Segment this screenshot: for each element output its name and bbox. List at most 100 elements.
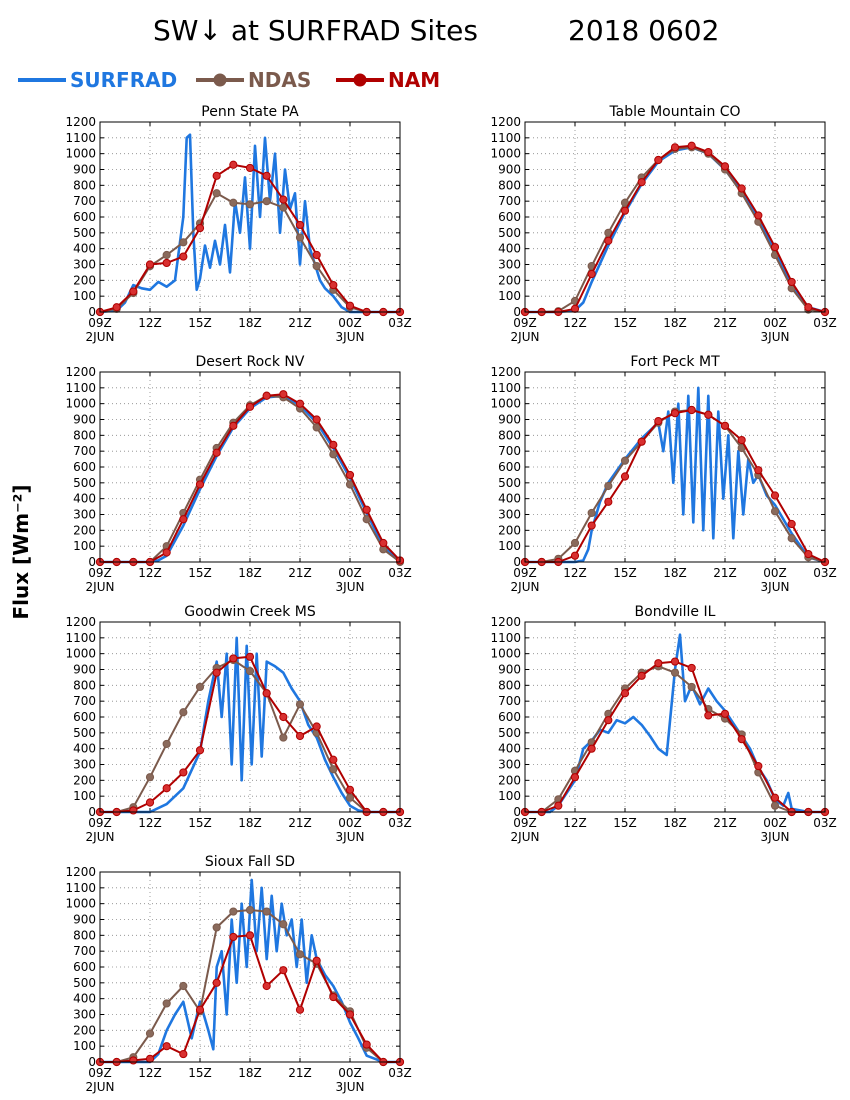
data-point-nam xyxy=(145,1054,155,1063)
data-point-ndas xyxy=(687,682,696,692)
figure-date: 2018 0602 xyxy=(568,14,719,47)
data-point-nam xyxy=(279,195,288,204)
data-point-nam xyxy=(212,448,221,457)
data-point-nam xyxy=(279,390,288,399)
data-point-nam xyxy=(245,163,255,173)
legend-label: NDAS xyxy=(248,68,311,92)
data-point-nam xyxy=(587,744,596,753)
panel-title: Bondville IL xyxy=(635,604,716,620)
plot-frame xyxy=(524,121,826,313)
data-point-nam xyxy=(162,548,171,557)
data-point-nam xyxy=(604,497,613,506)
data-point-nam xyxy=(620,689,630,698)
panel-title: Fort Peck MT xyxy=(630,354,720,370)
x-tick-label: 15Z xyxy=(188,1066,212,1080)
x-tick-label: 21Z xyxy=(713,816,737,830)
y-tick-label: 500 xyxy=(498,476,521,490)
data-point-ndas xyxy=(770,507,780,516)
data-point-ndas xyxy=(295,950,305,959)
data-point-nam xyxy=(737,184,746,193)
x-tick-label: 12Z xyxy=(138,566,162,580)
data-point-nam xyxy=(704,147,713,157)
y-tick-label: 1200 xyxy=(490,615,521,629)
data-point-ndas xyxy=(312,261,321,271)
data-point-nam xyxy=(262,981,271,991)
panel-title: Sioux Fall SD xyxy=(205,854,295,870)
data-point-nam xyxy=(329,440,338,449)
x-tick-label: 18Z xyxy=(238,816,262,830)
x-tick-label: 12Z xyxy=(138,316,162,330)
panel-desert-rock-nv: Desert Rock NV01002003004005006007008009… xyxy=(65,354,411,594)
y-tick-label: 600 xyxy=(73,460,96,474)
y-tick-label: 500 xyxy=(498,726,521,740)
data-point-nam xyxy=(737,435,746,445)
data-point-nam xyxy=(379,538,388,548)
data-point-nam xyxy=(604,236,613,245)
data-point-nam xyxy=(245,402,255,411)
data-point-ndas xyxy=(262,197,271,206)
data-point-nam xyxy=(229,932,238,942)
y-tick-label: 900 xyxy=(73,163,96,177)
x-tick-label: 09Z xyxy=(88,316,112,330)
y-tick-label: 700 xyxy=(498,444,521,458)
data-point-nam xyxy=(754,211,763,220)
series-line-surfrad xyxy=(525,146,826,314)
plot-frame xyxy=(99,871,401,1063)
x-tick-label: 03Z xyxy=(388,1066,412,1080)
y-tick-label: 600 xyxy=(73,960,96,974)
data-point-nam xyxy=(195,746,205,755)
x-tick-label: 09Z xyxy=(88,566,112,580)
x-tick-label: 03Z xyxy=(388,316,412,330)
y-tick-label: 900 xyxy=(498,413,521,427)
legend-marker xyxy=(353,73,367,87)
y-tick-label: 200 xyxy=(498,273,521,287)
y-tick-label: 200 xyxy=(73,773,96,787)
y-tick-label: 800 xyxy=(73,428,96,442)
data-point-nam xyxy=(804,303,813,312)
data-point-nam xyxy=(279,966,288,975)
x-tick-label: 03Z xyxy=(813,816,837,830)
x-tick-sublabel: 3JUN xyxy=(336,580,365,594)
data-point-nam xyxy=(570,773,580,782)
data-point-nam xyxy=(654,155,663,165)
x-tick-sublabel: 3JUN xyxy=(336,330,365,344)
y-tick-label: 300 xyxy=(498,508,521,522)
data-point-nam xyxy=(704,410,713,419)
y-tick-label: 900 xyxy=(498,163,521,177)
y-tick-label: 800 xyxy=(498,178,521,192)
data-point-nam xyxy=(570,551,580,560)
plot-frame xyxy=(99,621,401,813)
data-point-nam xyxy=(245,931,255,940)
x-tick-label: 15Z xyxy=(188,316,212,330)
y-tick-label: 1000 xyxy=(490,147,521,161)
legend-label: NAM xyxy=(388,68,440,92)
x-tick-label: 21Z xyxy=(288,816,312,830)
data-point-nam xyxy=(345,1010,355,1019)
x-tick-label: 18Z xyxy=(663,816,687,830)
y-tick-label: 0 xyxy=(88,555,96,569)
data-point-nam xyxy=(162,784,171,793)
y-axis-label: Flux [Wm⁻²] xyxy=(9,484,33,619)
data-point-nam xyxy=(145,260,155,269)
x-tick-sublabel: 2JUN xyxy=(86,830,115,844)
y-tick-label: 1200 xyxy=(65,365,96,379)
data-point-ndas xyxy=(329,765,338,774)
panel-title: Goodwin Creek MS xyxy=(184,604,316,620)
data-point-nam xyxy=(229,160,238,169)
y-tick-label: 500 xyxy=(498,226,521,240)
data-point-nam xyxy=(329,992,338,1002)
data-point-nam xyxy=(687,663,696,673)
y-tick-label: 0 xyxy=(513,555,521,569)
y-tick-label: 100 xyxy=(73,1039,96,1053)
x-tick-label: 00Z xyxy=(763,316,787,330)
y-tick-label: 1000 xyxy=(65,147,96,161)
y-tick-label: 200 xyxy=(498,523,521,537)
y-tick-label: 1000 xyxy=(65,397,96,411)
y-tick-label: 1100 xyxy=(65,131,96,145)
data-point-ndas xyxy=(312,423,321,432)
data-point-nam xyxy=(295,399,305,408)
panel-bondville-il: Bondville IL0100200300400500600700800900… xyxy=(490,604,836,844)
data-point-nam xyxy=(295,731,305,741)
panel-title: Penn State PA xyxy=(201,104,299,120)
